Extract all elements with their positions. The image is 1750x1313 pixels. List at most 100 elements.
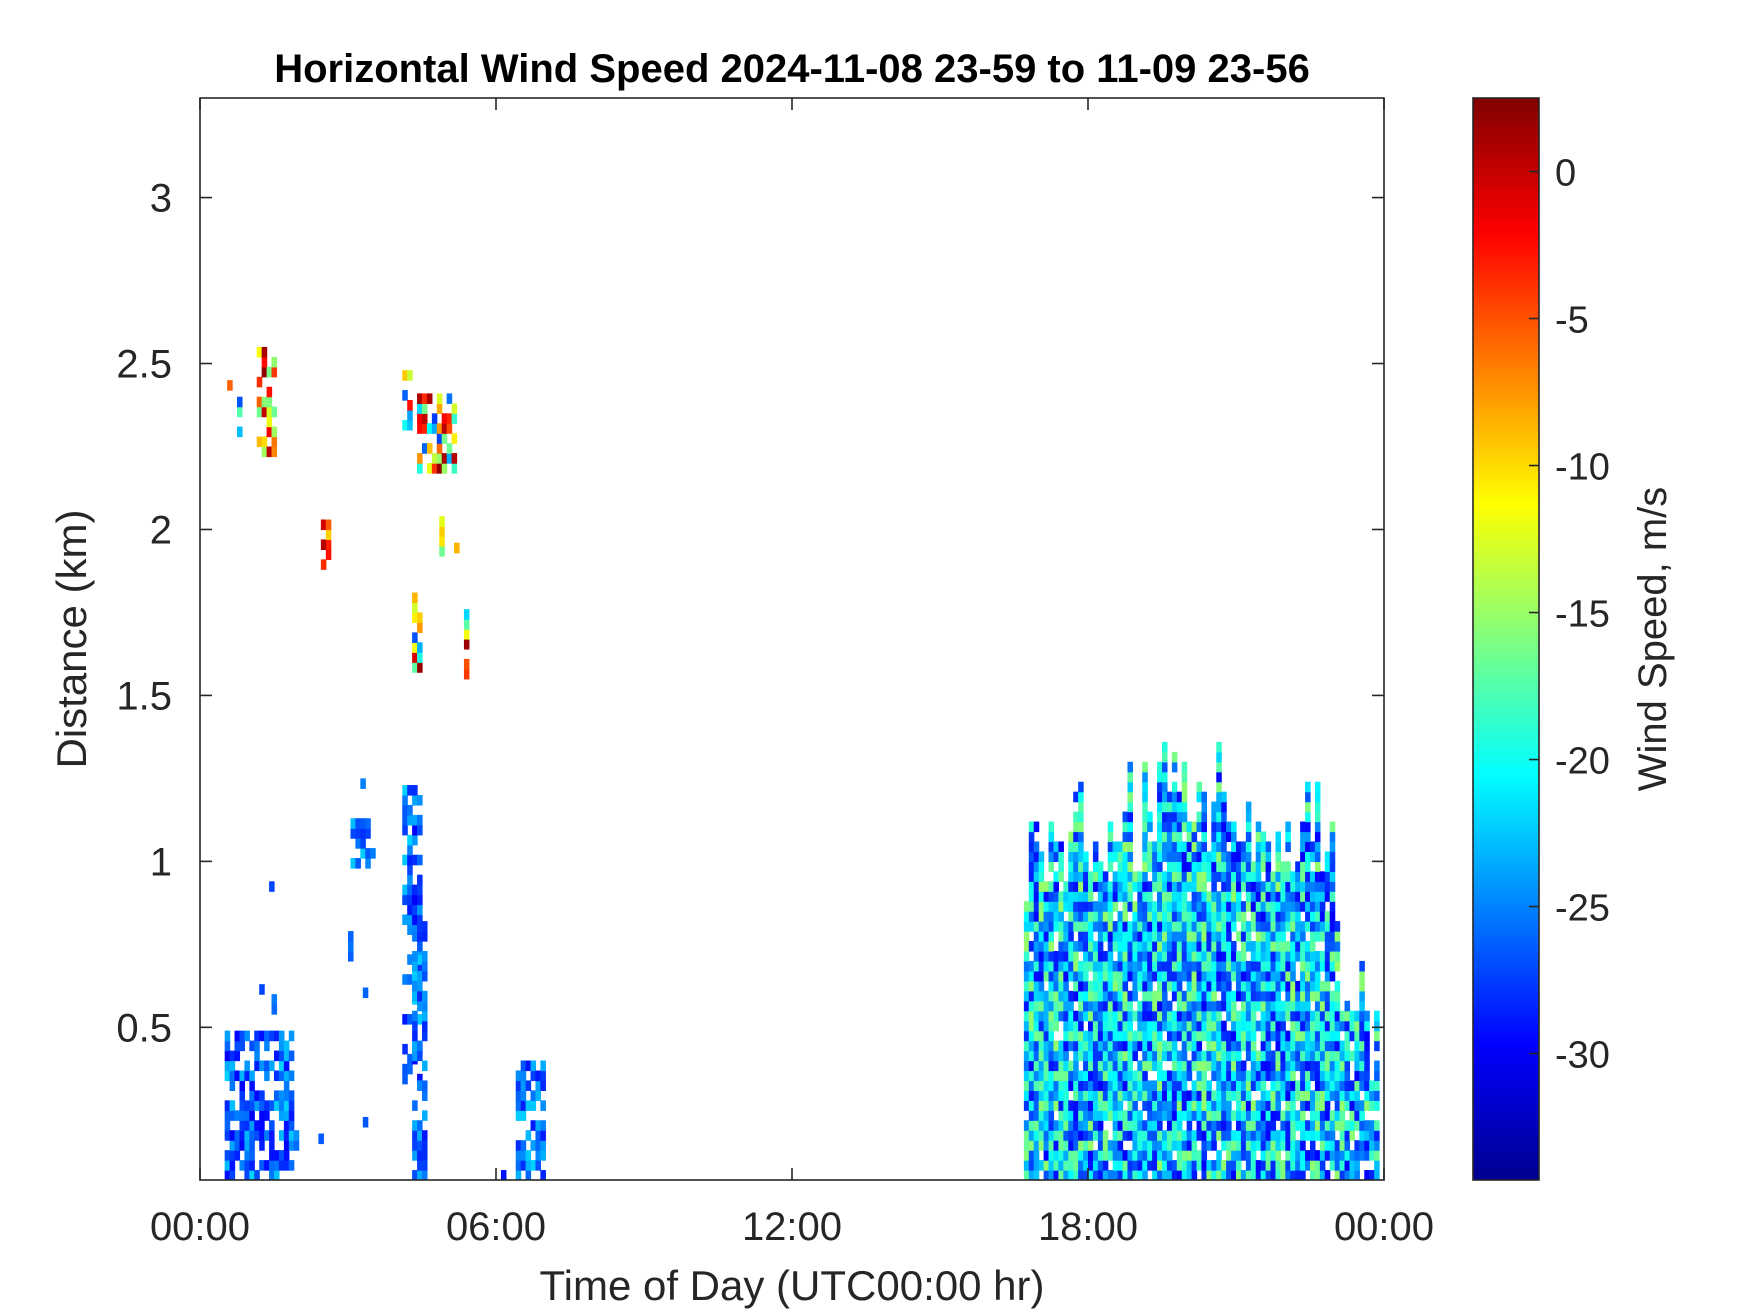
heatmap-cell [320,539,327,550]
heatmap-cell [1127,791,1133,803]
heatmap-cell [1048,1160,1055,1171]
heatmap-cell [1206,911,1212,922]
heatmap-cell [1107,901,1114,912]
heatmap-cell [1102,970,1109,982]
heatmap-cell [1245,980,1252,992]
heatmap-cell [1063,1080,1069,1091]
heatmap-cell [261,366,268,378]
heatmap-cell [1211,1030,1217,1042]
heatmap-cell [1236,861,1242,872]
heatmap-cell [1112,1140,1119,1151]
heatmap-cell [1068,1160,1074,1171]
heatmap-cell [1162,791,1168,803]
heatmap-cell [1127,1010,1133,1022]
heatmap-cell [1240,931,1247,942]
heatmap-cell [1275,1030,1281,1042]
heatmap-cell [1122,1060,1129,1072]
heatmap-cell [249,1160,255,1171]
heatmap-cell [1221,950,1227,962]
heatmap-cell [1216,1040,1222,1052]
heatmap-cell [1260,941,1267,952]
heatmap-cell [1142,1140,1148,1151]
heatmap-cell [1211,950,1217,962]
heatmap-cell [1157,801,1163,813]
heatmap-cell [1310,1110,1316,1121]
heatmap-cell [1176,1080,1183,1091]
heatmap-cell [1206,1080,1212,1091]
heatmap-cell [1221,791,1227,803]
heatmap-cell [1088,1020,1094,1032]
heatmap-cell [1236,1080,1242,1091]
heatmap-cell [1201,970,1207,982]
heatmap-cell [1171,980,1178,992]
heatmap-cell [1097,871,1104,882]
heatmap-cell [1290,1010,1296,1022]
heatmap-cell [1078,931,1084,942]
heatmap-cell [1245,1030,1252,1042]
heatmap-cell [1265,891,1272,902]
heatmap-cell [1359,1150,1365,1161]
heatmap-cell [1295,921,1301,932]
heatmap-cell [1162,881,1168,892]
heatmap-cell [417,622,423,633]
heatmap-cell [1112,1100,1119,1111]
heatmap-cell [540,1150,546,1161]
heatmap-cell [402,1043,408,1055]
heatmap-cell [1038,1090,1045,1101]
heatmap-cell [1231,871,1237,882]
heatmap-cell [1250,1080,1257,1091]
heatmap-cell [1147,901,1153,912]
heatmap-cell [1240,1040,1247,1052]
heatmap-cell [1043,950,1050,962]
heatmap-cell [1048,841,1055,853]
colorbar-tick-label: -20 [1555,741,1610,783]
heatmap-cell [535,1070,541,1082]
heatmap-cell [1063,1170,1069,1180]
heatmap-cell [1231,1160,1237,1171]
heatmap-cell [1359,1110,1365,1121]
heatmap-cell [1083,990,1089,1002]
heatmap-cell [1255,821,1262,833]
heatmap-cell [1221,1110,1227,1121]
heatmap-cell [1092,1110,1099,1121]
heatmap-cell [266,396,273,408]
heatmap-cell [1206,901,1212,912]
heatmap-cell [1053,1020,1059,1032]
heatmap-cell [1058,911,1064,922]
heatmap-cell [1102,901,1109,912]
heatmap-cell [1290,1050,1296,1062]
heatmap-cell [1033,861,1040,872]
heatmap-cell [1280,1050,1286,1062]
heatmap-cell [1240,960,1247,972]
heatmap-cell [402,1073,408,1085]
heatmap-cell [1171,821,1178,833]
heatmap-cell [1359,1000,1365,1012]
heatmap-cell [1250,1130,1257,1141]
heatmap-cell [1078,1160,1084,1171]
heatmap-cell [1112,851,1119,862]
heatmap-cell [1201,1030,1207,1042]
heatmap-cell [1137,1060,1143,1072]
heatmap-cell [1300,861,1306,872]
heatmap-cell [1236,1050,1242,1062]
heatmap-cell [1314,861,1321,872]
heatmap-cell [264,1060,270,1072]
heatmap-cell [1176,1070,1183,1082]
heatmap-cell [412,1010,418,1022]
heatmap-cell [1255,1050,1262,1062]
heatmap-cell [1314,791,1321,803]
heatmap-cell [1374,1100,1380,1111]
heatmap-cell [1374,1070,1380,1082]
heatmap-cell [1211,901,1217,912]
heatmap-cell [1142,1050,1148,1062]
heatmap-cell [1166,1100,1173,1111]
heatmap-cell [1107,861,1114,872]
heatmap-cell [1314,1070,1321,1082]
heatmap-cell [1122,970,1129,982]
heatmap-cell [1245,1100,1252,1111]
heatmap-cell [412,1130,418,1141]
heatmap-cell [1162,901,1168,912]
heatmap-cell [1171,1030,1178,1042]
heatmap-cell [515,1090,522,1101]
heatmap-cell [1043,970,1050,982]
